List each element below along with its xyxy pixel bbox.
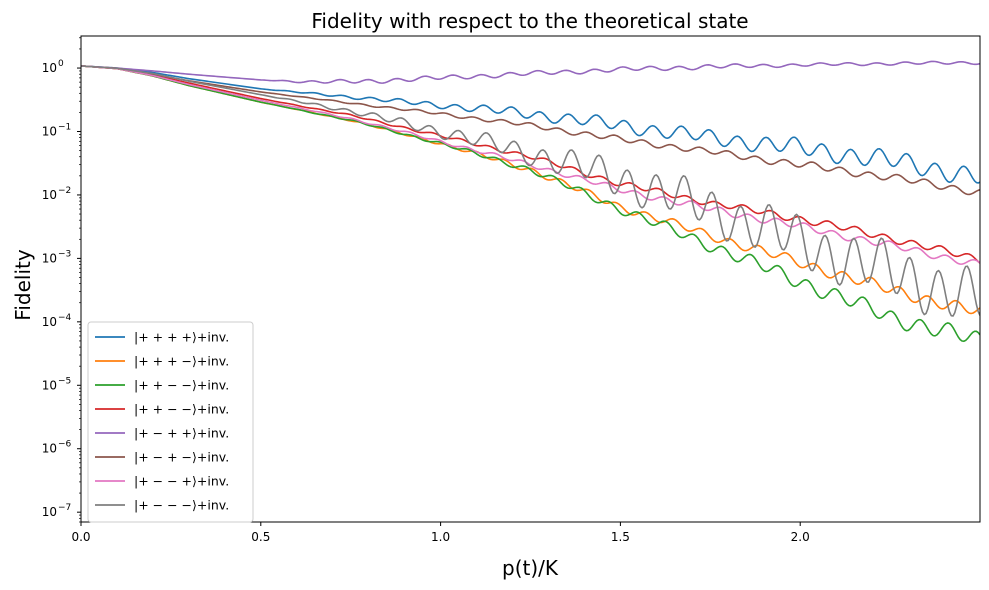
y-tick-exponent: 0 (58, 59, 64, 69)
legend-label: |+ − − −⟩+inv. (134, 498, 229, 513)
y-tick-label: 10 (42, 251, 57, 265)
y-tick-label: 10 (42, 61, 57, 75)
series-line-4 (81, 65, 980, 264)
series-line-6 (81, 65, 980, 196)
y-tick-exponent: −1 (58, 122, 71, 132)
legend-label: |+ − + −⟩+inv. (134, 450, 229, 465)
x-tick-label: 1.0 (431, 530, 450, 544)
x-tick-label: 0.5 (251, 530, 270, 544)
y-tick-exponent: −2 (58, 186, 71, 196)
series-line-5 (81, 60, 980, 84)
y-tick-label: 10 (42, 315, 57, 329)
series-line-3 (81, 65, 980, 343)
legend-label: |+ + + −⟩+inv. (134, 354, 229, 369)
x-axis-ticks: 0.0 0.5 1.0 1.5 2.0 (71, 522, 810, 544)
y-tick-label: 10 (42, 124, 57, 138)
y-tick-exponent: −7 (58, 503, 71, 513)
series-line-8 (81, 65, 980, 317)
y-tick-label: 10 (42, 378, 57, 392)
legend-label: |+ − + +⟩+inv. (134, 426, 229, 441)
y-tick-label: 10 (42, 505, 57, 519)
y-tick-exponent: −6 (58, 440, 72, 450)
y-tick-exponent: −3 (58, 249, 71, 259)
x-axis-label: p(t)/K (502, 556, 559, 580)
y-axis-label: Fidelity (11, 249, 35, 321)
chart-title: Fidelity with respect to the theoretical… (311, 9, 748, 33)
legend-label: |+ + + +⟩+inv. (134, 330, 229, 345)
y-tick-exponent: −5 (58, 376, 71, 386)
y-tick-label: 10 (42, 442, 57, 456)
y-tick-label: 10 (42, 188, 57, 202)
x-tick-label: 2.0 (791, 530, 810, 544)
legend-label: |+ + − −⟩+inv. (134, 378, 229, 393)
y-tick-exponent: −4 (58, 313, 72, 323)
plot-lines (81, 60, 980, 343)
x-tick-label: 1.5 (611, 530, 630, 544)
legend-label: |+ − − +⟩+inv. (134, 474, 229, 489)
legend-box (87, 321, 254, 523)
x-tick-label: 0.0 (71, 530, 90, 544)
plot-frame (80, 35, 981, 523)
legend-label: |+ + − −⟩+inv. (134, 402, 229, 417)
series-line-1 (81, 65, 980, 184)
legend: |+ + + +⟩+inv. |+ + + −⟩+inv. |+ + − −⟩+in… (87, 321, 254, 523)
